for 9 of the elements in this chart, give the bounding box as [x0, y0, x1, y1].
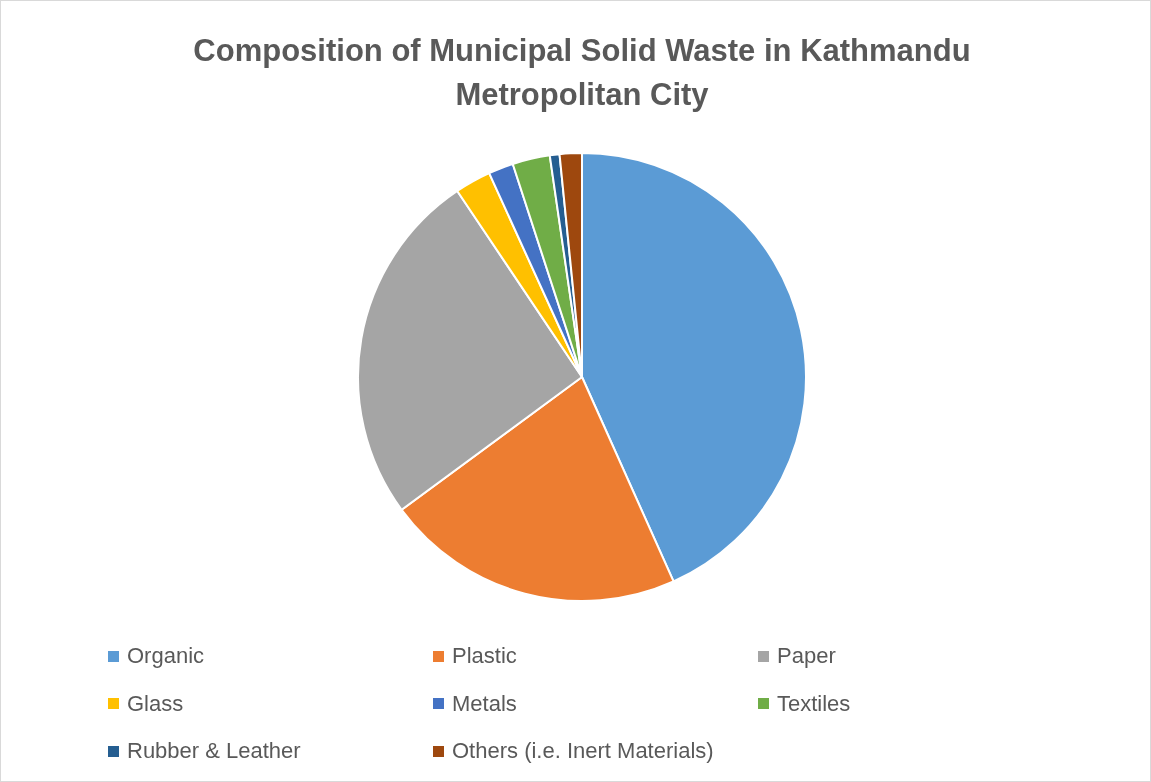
legend-label: Organic	[127, 643, 205, 669]
legend-label: Others (i.e. Inert Materials)	[452, 738, 714, 764]
legend-label: Plastic	[452, 643, 517, 669]
chart-title: Composition of Municipal Solid Waste in Kathmandu Metropolitan City	[192, 32, 972, 114]
legend-label: Metals	[452, 690, 517, 717]
legend-label: Rubber & Leather	[127, 738, 301, 764]
legend-label: Textiles	[777, 690, 851, 717]
legend-label: Paper	[777, 643, 836, 669]
legend-label: Glass	[127, 690, 184, 717]
